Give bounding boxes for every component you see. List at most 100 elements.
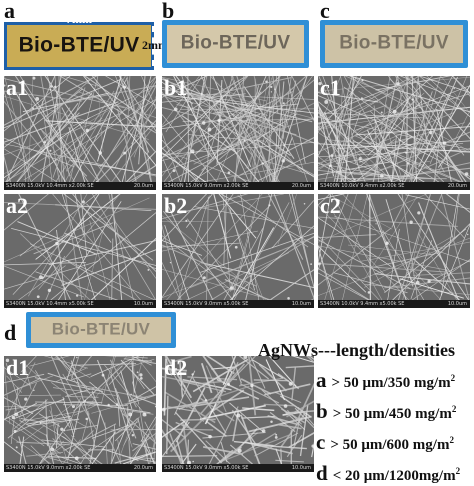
particle <box>116 403 118 405</box>
panel-label-b: b <box>162 0 174 22</box>
panel-label-a1: a1 <box>6 77 28 99</box>
legend-text-d: < 20 μm/1200mg/m <box>333 468 456 484</box>
scale-bar-b2: 10.0um <box>292 300 311 308</box>
particle <box>54 86 57 89</box>
particle <box>128 412 132 416</box>
particle <box>64 430 66 432</box>
particle <box>227 383 230 386</box>
particle <box>102 374 105 377</box>
particle <box>284 404 288 408</box>
photo-film-c: Bio-BTE/UV <box>320 20 468 68</box>
particle <box>331 154 334 157</box>
particle <box>107 404 109 406</box>
particle <box>236 413 240 417</box>
scale-bar-a2: 10.0um <box>134 300 153 308</box>
particle <box>50 85 52 87</box>
scale-bar-b1: 20.0um <box>292 182 311 190</box>
particle <box>82 200 85 203</box>
particle <box>262 429 266 433</box>
particle <box>147 269 149 271</box>
particle <box>75 428 76 429</box>
panel-label-a2: a2 <box>6 195 28 217</box>
particle <box>244 140 246 142</box>
scale-bar-c1: 20.0um <box>448 182 467 190</box>
particle <box>407 162 409 164</box>
legend-key-d: d <box>316 461 328 485</box>
particle <box>24 397 27 400</box>
particle <box>270 421 272 423</box>
particle <box>405 152 407 154</box>
particle <box>85 129 89 133</box>
particle <box>143 413 147 417</box>
particle <box>467 234 468 235</box>
panel-label-d2: d2 <box>164 357 187 379</box>
particle <box>35 97 39 101</box>
particle <box>429 131 432 134</box>
particle <box>390 112 391 113</box>
photo-film-b: Bio-BTE/UV <box>162 20 309 68</box>
particle <box>329 164 332 167</box>
particle <box>72 405 75 408</box>
scale-bar-c2: 10.0um <box>448 300 467 308</box>
particle <box>39 275 43 279</box>
legend-text-a: > 50 μm/350 mg/m <box>332 375 451 391</box>
legend: AgNWs---length/densities <box>258 340 455 361</box>
legend-key-a: a <box>316 368 327 392</box>
particle <box>268 204 270 206</box>
particle <box>140 377 143 380</box>
particle <box>16 446 18 448</box>
particle <box>409 221 412 224</box>
sem-image-c2: S3400N 10.0kV 9.4mm x5.00k SE 10.0um <box>318 194 470 308</box>
legend-row-d: d< 20 μm/1200mg/m2 <box>316 461 460 486</box>
panel-label-c: c <box>320 0 330 22</box>
particle <box>184 385 185 386</box>
legend-row-a: a> 50 μm/350 mg/m2 <box>316 368 460 393</box>
sem-info-bar: S3400N 15.0kV 9.0mm x2.00k SE 20.0um <box>4 464 156 472</box>
photo-film-a: Bio-BTE/UV <box>4 22 154 70</box>
particle <box>217 119 220 122</box>
particle <box>85 418 87 420</box>
particle <box>43 141 46 144</box>
sem-info-bar: S3400N 15.0kV 10.4mm x2.00k SE 20.0um <box>4 182 156 190</box>
particle <box>250 384 253 387</box>
width-dimension: 7mm <box>66 12 92 27</box>
particle <box>185 220 187 222</box>
particle <box>192 461 194 463</box>
particle <box>50 448 54 452</box>
particle <box>270 86 272 88</box>
panel-label-c1: c1 <box>320 77 341 99</box>
particle <box>417 211 420 214</box>
sem-info-bar: S3400N 15.0kV 9.0mm x5.00k SE 10.0um <box>162 464 314 472</box>
legend-key-b: b <box>316 399 328 423</box>
sem-info-c1: S3400N 10.0kV 9.4mm x2.00k SE <box>320 182 404 190</box>
film-c-text: Bio-BTE/UV <box>325 33 463 55</box>
particle <box>282 159 285 162</box>
particle <box>283 102 285 104</box>
legend-text-b: > 50 μm/450 mg/m <box>333 406 452 422</box>
particle <box>40 422 42 424</box>
particle <box>98 151 102 155</box>
particle <box>235 246 238 249</box>
particle <box>262 162 264 164</box>
particle <box>289 382 293 386</box>
legend-row-b: b> 50 μm/450 mg/m2 <box>316 399 460 424</box>
sem-image-c1: S3400N 10.0kV 9.4mm x2.00k SE 20.0um <box>318 76 470 190</box>
film-d-text: Bio-BTE/UV <box>31 320 171 340</box>
particle <box>453 88 454 89</box>
particle <box>76 294 78 296</box>
particle <box>274 89 275 90</box>
panel-label-d: d <box>4 322 16 344</box>
particle <box>238 449 242 453</box>
particle <box>228 171 231 174</box>
particle <box>208 435 211 438</box>
legend-key-c: c <box>316 430 325 454</box>
particle <box>201 93 203 95</box>
particle <box>60 428 63 431</box>
nanowire-texture <box>318 194 470 300</box>
particle <box>174 107 178 111</box>
legend-rows: a> 50 μm/350 mg/m2 b> 50 μm/450 mg/m2 c>… <box>316 362 460 486</box>
particle <box>37 295 40 298</box>
sem-info-b2: S3400N 15.0kV 9.0mm x5.00k SE <box>164 300 248 308</box>
particle <box>230 286 234 290</box>
particle <box>443 141 446 144</box>
